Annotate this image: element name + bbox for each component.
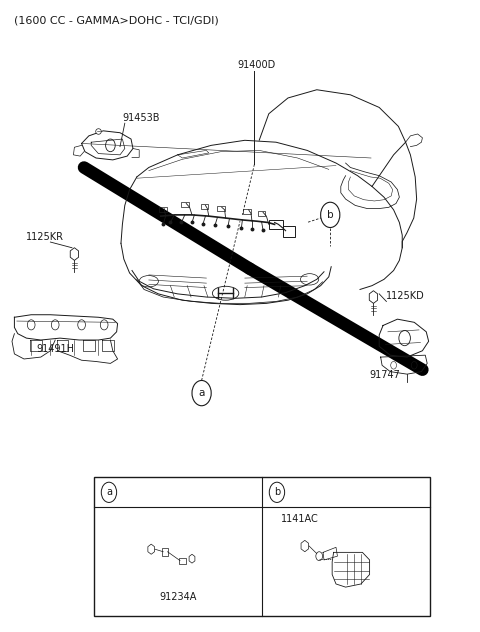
Circle shape — [321, 202, 340, 228]
Bar — [159, 207, 167, 212]
Text: 1141AC: 1141AC — [281, 514, 319, 524]
Text: b: b — [274, 487, 280, 497]
Text: 91491H: 91491H — [36, 344, 74, 355]
Bar — [201, 204, 208, 209]
Bar — [179, 558, 186, 564]
Text: b: b — [327, 210, 334, 220]
Bar — [217, 206, 225, 211]
Circle shape — [101, 482, 117, 502]
Text: 91234A: 91234A — [159, 592, 196, 602]
Text: a: a — [106, 487, 112, 497]
Text: 1125KR: 1125KR — [26, 232, 64, 242]
Text: (1600 CC - GAMMA>DOHC - TCI/GDI): (1600 CC - GAMMA>DOHC - TCI/GDI) — [14, 16, 219, 26]
Text: a: a — [198, 388, 205, 398]
Text: 1125KD: 1125KD — [386, 291, 425, 301]
Bar — [162, 548, 168, 556]
Bar — [243, 209, 251, 214]
Text: 91400D: 91400D — [238, 59, 276, 70]
Bar — [181, 202, 189, 207]
Circle shape — [269, 482, 285, 502]
Text: 91453B: 91453B — [122, 113, 160, 123]
Bar — [258, 211, 265, 216]
Bar — [269, 220, 283, 229]
Bar — [94, 477, 430, 616]
Text: 91747: 91747 — [370, 370, 400, 380]
Circle shape — [192, 380, 211, 406]
